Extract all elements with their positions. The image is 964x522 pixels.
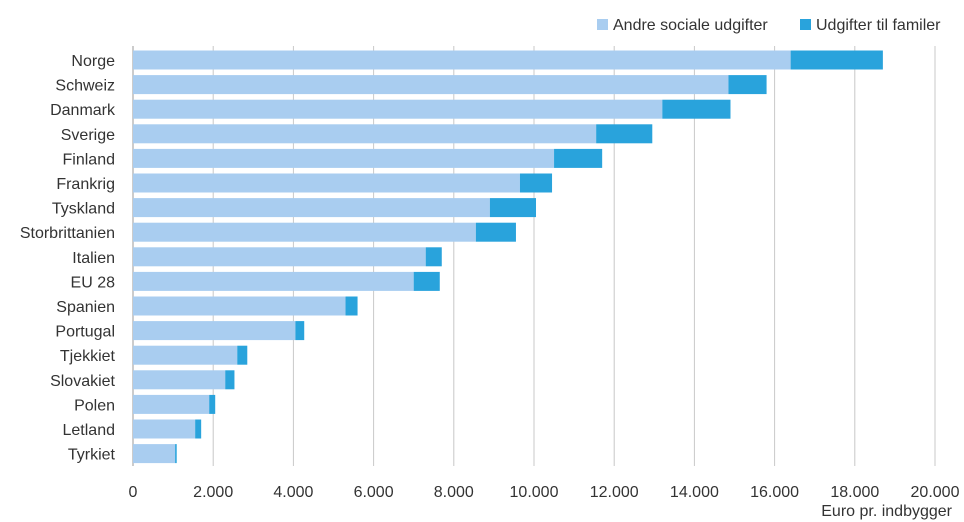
bar-andre-sociale-udgifter xyxy=(133,419,196,439)
bar-andre-sociale-udgifter xyxy=(133,345,238,365)
x-axis-title: Euro pr. indbygger xyxy=(821,503,952,520)
bar-udgifter-til-familer xyxy=(662,99,731,119)
category-label: Slovakiet xyxy=(50,373,115,390)
bar-udgifter-til-familer xyxy=(554,148,603,168)
category-label: Letland xyxy=(63,422,116,439)
bar-udgifter-til-familer xyxy=(475,222,516,242)
bars xyxy=(133,50,883,464)
bar-andre-sociale-udgifter xyxy=(133,370,226,390)
x-tick-label: 18.000 xyxy=(830,484,879,501)
category-label: Italien xyxy=(72,250,115,267)
bar-udgifter-til-familer xyxy=(225,370,235,390)
x-tick-label: 12.000 xyxy=(590,484,639,501)
bar-andre-sociale-udgifter xyxy=(133,173,520,193)
bar-andre-sociale-udgifter xyxy=(133,148,555,168)
bar-udgifter-til-familer xyxy=(209,394,216,414)
category-label: Storbrittanien xyxy=(20,225,115,242)
legend-label: Udgifter til familer xyxy=(816,17,941,34)
bar-andre-sociale-udgifter xyxy=(133,222,476,242)
category-label: Polen xyxy=(74,397,115,414)
category-label: Schweiz xyxy=(55,78,115,95)
category-label: Tyrkiet xyxy=(68,447,116,464)
category-label: EU 28 xyxy=(71,274,116,291)
bar-andre-sociale-udgifter xyxy=(133,75,729,95)
bar-andre-sociale-udgifter xyxy=(133,50,791,70)
x-tick-label: 20.000 xyxy=(911,484,960,501)
x-tick-label: 8.000 xyxy=(434,484,474,501)
category-label: Tyskland xyxy=(52,201,115,218)
bar-udgifter-til-familer xyxy=(175,444,177,464)
bar-udgifter-til-familer xyxy=(295,321,305,341)
category-label: Danmark xyxy=(50,102,116,119)
bar-udgifter-til-familer xyxy=(489,198,537,218)
category-label: Spanien xyxy=(56,299,115,316)
category-label: Tjekkiet xyxy=(60,348,116,365)
x-tick-label: 6.000 xyxy=(354,484,394,501)
bar-udgifter-til-familer xyxy=(195,419,202,439)
bar-andre-sociale-udgifter xyxy=(133,271,414,291)
bar-andre-sociale-udgifter xyxy=(133,321,296,341)
legend-label: Andre sociale udgifter xyxy=(613,17,768,34)
x-tick-label: 16.000 xyxy=(750,484,799,501)
x-tick-label: 4.000 xyxy=(273,484,313,501)
bar-andre-sociale-udgifter xyxy=(133,99,663,119)
x-tick-label: 10.000 xyxy=(510,484,559,501)
legend-swatch xyxy=(800,19,811,30)
bar-udgifter-til-familer xyxy=(790,50,883,70)
x-tick-labels: 0 2.000 4.000 6.000 8.000 10.000 12.000 14.000 1… xyxy=(129,484,960,501)
category-label: Norge xyxy=(71,53,115,70)
bar-andre-sociale-udgifter xyxy=(133,247,426,267)
legend-swatch xyxy=(597,19,608,30)
bar-udgifter-til-familer xyxy=(413,271,440,291)
bar-andre-sociale-udgifter xyxy=(133,444,176,464)
bar-andre-sociale-udgifter xyxy=(133,124,597,144)
bar-andre-sociale-udgifter xyxy=(133,296,346,316)
bar-udgifter-til-familer xyxy=(425,247,442,267)
bar-udgifter-til-familer xyxy=(596,124,653,144)
category-label: Portugal xyxy=(55,324,115,341)
category-labels: Norge Schweiz Danmark Sverige Finland Frankri… xyxy=(20,53,116,464)
bar-andre-sociale-udgifter xyxy=(133,394,210,414)
x-tick-label: 14.000 xyxy=(670,484,719,501)
category-label: Finland xyxy=(63,151,115,168)
bar-udgifter-til-familer xyxy=(237,345,248,365)
category-label: Frankrig xyxy=(56,176,115,193)
bar-udgifter-til-familer xyxy=(519,173,553,193)
x-tick-label: 2.000 xyxy=(193,484,233,501)
bar-udgifter-til-familer xyxy=(728,75,767,95)
bar-udgifter-til-familer xyxy=(345,296,358,316)
x-tick-label: 0 xyxy=(129,484,138,501)
bar-andre-sociale-udgifter xyxy=(133,198,490,218)
category-label: Sverige xyxy=(61,127,115,144)
legend: Andre sociale udgifter Udgifter til famil… xyxy=(597,17,941,34)
